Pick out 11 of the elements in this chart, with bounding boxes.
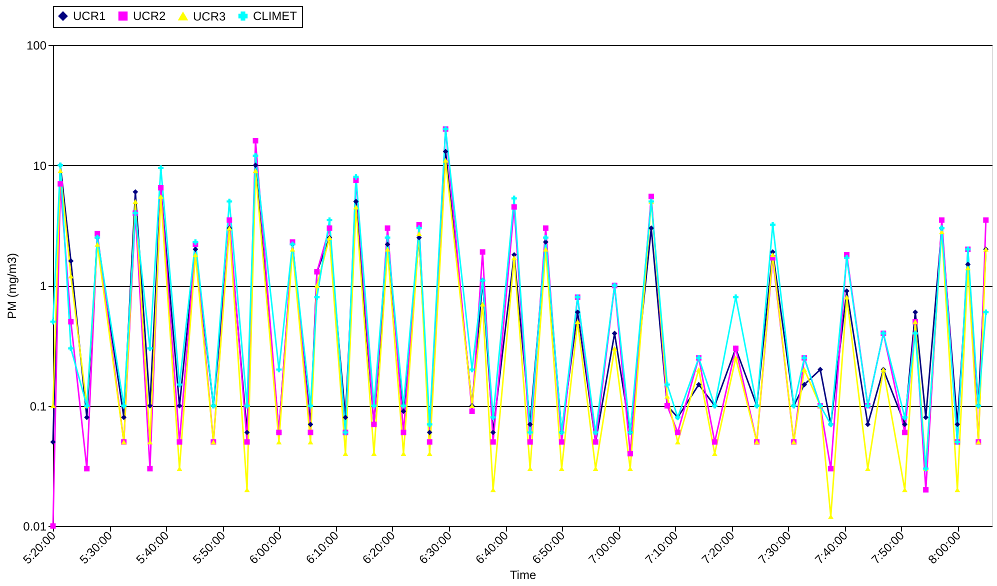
y-tick-label: 100 (26, 38, 47, 52)
y-tick-label: 0.1 (30, 399, 47, 414)
legend-label: UCR3 (193, 9, 226, 24)
y-tick-label: 1 (40, 279, 47, 293)
y-tick-label: 10 (33, 158, 47, 173)
x-axis-title: Time (510, 568, 536, 582)
legend-label: CLIMET (253, 9, 298, 24)
legend-label: UCR2 (133, 9, 166, 24)
legend-label: UCR1 (73, 9, 106, 24)
y-tick-label: 0.01 (23, 520, 47, 534)
y-axis-title: PM (mg/m3) (5, 252, 20, 319)
